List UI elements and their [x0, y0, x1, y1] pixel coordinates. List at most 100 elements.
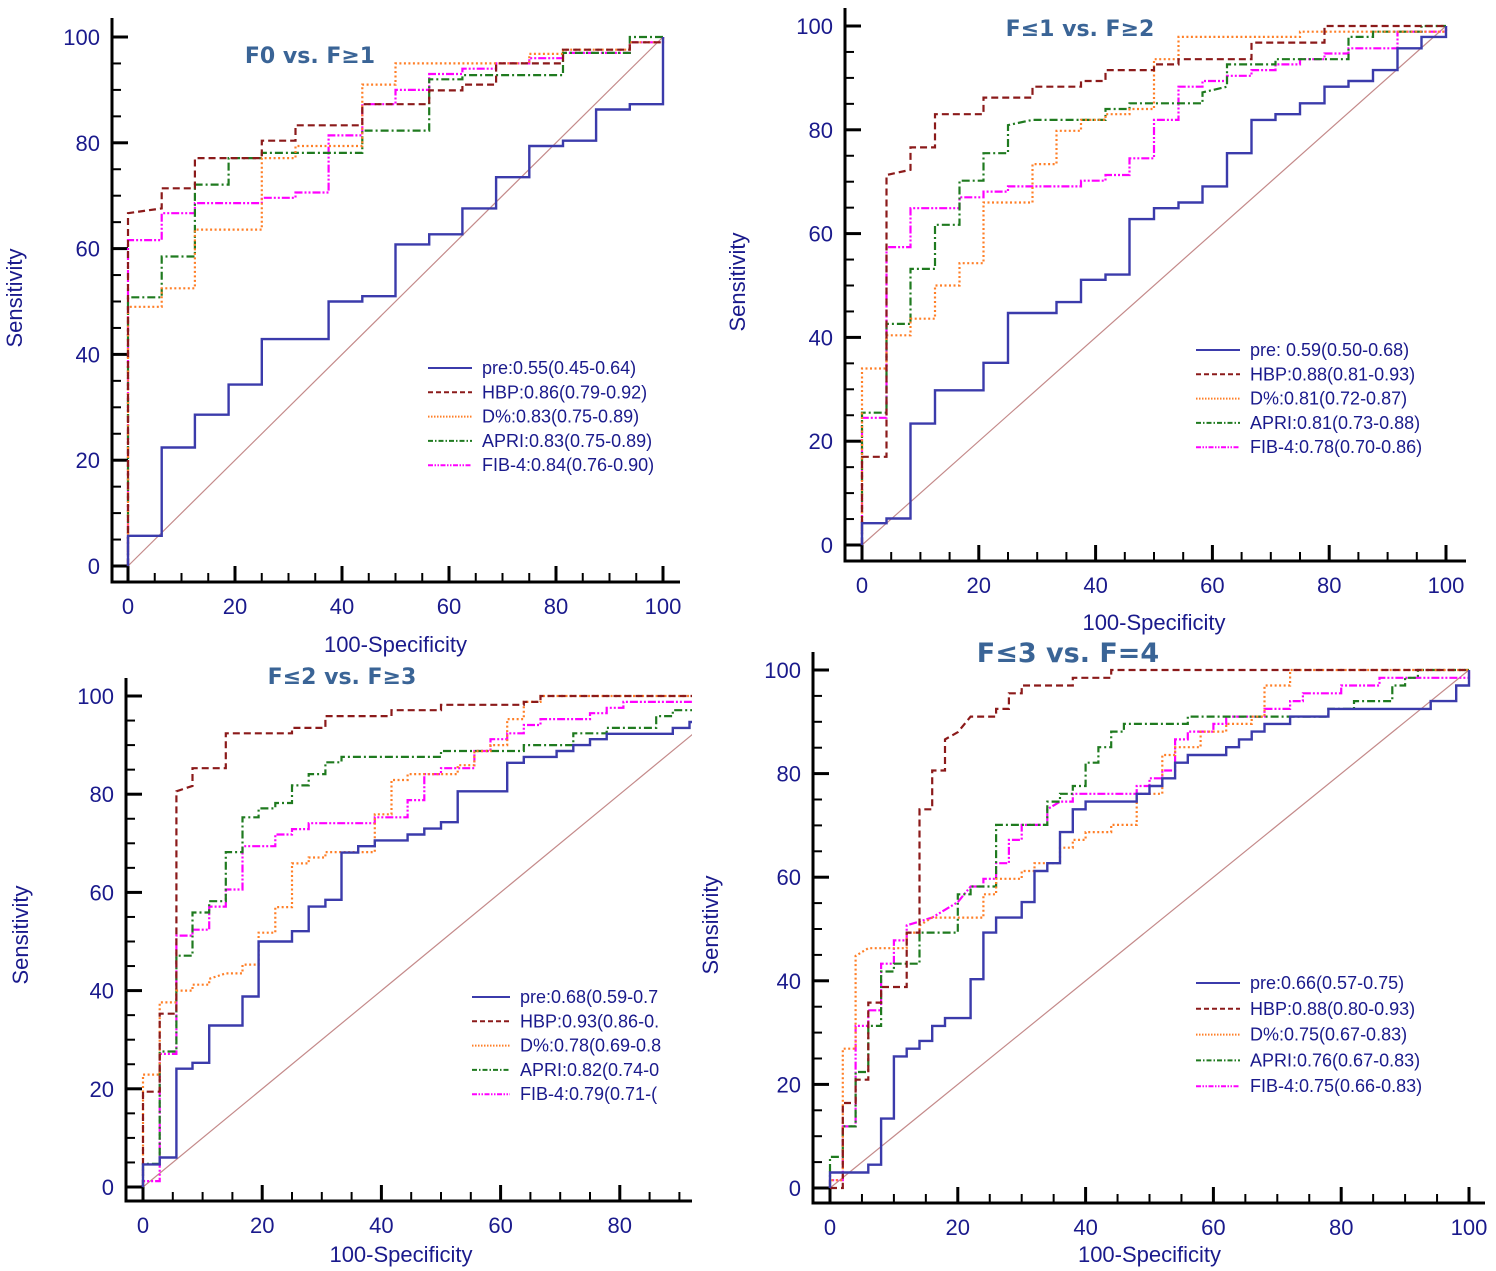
x-tick-label: 60: [1201, 1215, 1225, 1240]
y-tick-label: 80: [76, 131, 100, 156]
x-tick-label: 0: [824, 1215, 836, 1240]
y-axis-title: Sensitivity: [725, 232, 750, 331]
y-tick-label: 100: [63, 25, 100, 50]
legend-label: pre:0.66(0.57-0.75): [1250, 973, 1404, 993]
y-tick-label: 20: [90, 1077, 114, 1102]
roc-curve-hbp: [830, 668, 1469, 1190]
y-tick-label: 40: [76, 342, 100, 367]
reference-diagonal: [829, 669, 1470, 1189]
x-tick-label: 80: [608, 1213, 632, 1238]
y-tick-label: 60: [90, 880, 114, 905]
roc-curve-apri: [141, 709, 692, 1187]
y-tick-label: 100: [764, 658, 801, 683]
legend: pre:0.66(0.57-0.75) HBP:0.88(0.80-0.93) D%…: [1196, 973, 1422, 1096]
roc-curve-dpct: [860, 26, 1448, 545]
panel-title: F≤2 vs. F≥3: [268, 665, 417, 690]
legend: pre:0.68(0.59-0.7 HBP:0.93(0.86-0. D%:0.78…: [472, 987, 661, 1104]
reference-diagonal: [142, 733, 692, 1188]
roc-curve-fib-4: [141, 700, 692, 1187]
y-tick-label: 0: [88, 554, 100, 579]
x-tick-label: 80: [1317, 573, 1341, 598]
y-tick-label: 60: [777, 865, 801, 890]
legend-label: HBP:0.86(0.79-0.92): [482, 382, 647, 402]
roc-panel-f0-vs-f1: F0 vs. F≥1 0 20 40 60 80 100 0 20 40 60 80 100 100-Sp…: [2, 18, 681, 657]
roc-curve-pre: [126, 37, 665, 566]
legend-label: pre:0.68(0.59-0.7: [520, 987, 658, 1007]
legend-label: APRI:0.76(0.67-0.83): [1250, 1050, 1420, 1070]
roc-curve-hbp: [860, 24, 1446, 545]
y-tick-label: 80: [777, 762, 801, 787]
x-tick-label: 100: [645, 594, 682, 619]
y-axis-title: Sensitivity: [8, 885, 33, 984]
y-tick-label: 80: [90, 782, 114, 807]
legend-label: pre:0.55(0.45-0.64): [482, 358, 636, 378]
x-tick-label: 20: [250, 1213, 274, 1238]
roc-panel-f1-vs-f2: F≤1 vs. F≥2 0 20 40 60 80 100 0 20 40 60 80 100 100-S…: [725, 8, 1466, 635]
x-tick-label: 60: [488, 1213, 512, 1238]
roc-curve-apri: [828, 668, 1469, 1188]
y-tick-label: 20: [777, 1072, 801, 1097]
x-axis-title: 100-Specificity: [324, 632, 467, 657]
x-axis-title: 100-Specificity: [329, 1242, 472, 1267]
x-tick-label: 80: [1329, 1215, 1353, 1240]
y-tick-label: 0: [821, 533, 833, 558]
legend-label: APRI:0.82(0.74-0: [520, 1060, 659, 1080]
legend: pre:0.55(0.45-0.64) HBP:0.86(0.79-0.92) D%…: [428, 358, 654, 475]
x-tick-label: 40: [1073, 1215, 1097, 1240]
legend-label: HBP:0.88(0.80-0.93): [1250, 999, 1415, 1019]
x-tick-label: 20: [946, 1215, 970, 1240]
y-tick-label: 0: [789, 1176, 801, 1201]
x-tick-label: 60: [437, 594, 461, 619]
y-tick-label: 40: [809, 325, 833, 350]
reference-diagonal: [861, 25, 1447, 546]
legend-label: pre: 0.59(0.50-0.68): [1250, 340, 1409, 360]
legend-label: HBP:0.88(0.81-0.93): [1250, 364, 1415, 384]
roc-panel-f2-vs-f3: F≤2 vs. F≥3 0 20 40 60 80 100 0 20 40 60 80 100-Spec…: [8, 665, 692, 1267]
x-tick-label: 0: [122, 594, 134, 619]
y-axis-title: Sensitivity: [2, 248, 27, 347]
legend-label: APRI:0.81(0.73-0.88): [1250, 413, 1420, 433]
x-tick-label: 20: [967, 573, 991, 598]
roc-curve-dpct: [126, 37, 665, 566]
y-axis-title: Sensitivity: [698, 875, 723, 974]
x-tick-label: 40: [330, 594, 354, 619]
y-tick-label: 100: [796, 14, 833, 39]
y-tick-label: 20: [76, 448, 100, 473]
legend-label: D%:0.83(0.75-0.89): [482, 407, 639, 427]
x-axis-title: 100-Specificity: [1078, 1242, 1221, 1267]
x-tick-label: 0: [856, 573, 868, 598]
legend-label: FIB-4:0.79(0.71-(: [520, 1084, 657, 1104]
legend-label: FIB-4:0.75(0.66-0.83): [1250, 1076, 1422, 1096]
panel-title: F≤1 vs. F≥2: [1006, 17, 1155, 42]
roc-panel-f3-vs-f4: F≤3 vs. F=4 0 20 40 60 80 100 0 20 40 60 80 100 100-S…: [698, 638, 1487, 1267]
roc-curve-hbp: [141, 694, 692, 1187]
legend-label: D%:0.78(0.69-0.8: [520, 1036, 661, 1056]
x-tick-label: 0: [137, 1213, 149, 1238]
x-tick-label: 100: [1451, 1215, 1488, 1240]
y-tick-label: 100: [77, 684, 114, 709]
roc-curve-pre: [828, 670, 1471, 1188]
reference-diagonal: [127, 36, 664, 567]
legend-label: D%:0.81(0.72-0.87): [1250, 389, 1407, 409]
y-tick-label: 80: [809, 118, 833, 143]
legend-label: D%:0.75(0.67-0.83): [1250, 1025, 1407, 1045]
x-tick-label: 40: [1083, 573, 1107, 598]
legend-label: HBP:0.93(0.86-0.: [520, 1011, 659, 1031]
legend: pre: 0.59(0.50-0.68) HBP:0.88(0.81-0.93) D…: [1196, 340, 1422, 457]
x-axis-title: 100-Specificity: [1082, 610, 1225, 635]
roc-curve-pre: [860, 26, 1448, 545]
legend-label: FIB-4:0.84(0.76-0.90): [482, 455, 654, 475]
roc-curve-pre: [141, 720, 692, 1187]
roc-curve-apri: [860, 24, 1446, 545]
y-tick-label: 40: [90, 979, 114, 1004]
y-tick-label: 60: [76, 237, 100, 262]
y-tick-label: 0: [102, 1175, 114, 1200]
y-tick-label: 40: [777, 969, 801, 994]
roc-curve-dpct: [141, 694, 692, 1187]
x-tick-label: 40: [369, 1213, 393, 1238]
x-tick-label: 100: [1428, 573, 1465, 598]
x-tick-label: 60: [1200, 573, 1224, 598]
x-tick-label: 20: [223, 594, 247, 619]
legend-label: FIB-4:0.78(0.70-0.86): [1250, 437, 1422, 457]
